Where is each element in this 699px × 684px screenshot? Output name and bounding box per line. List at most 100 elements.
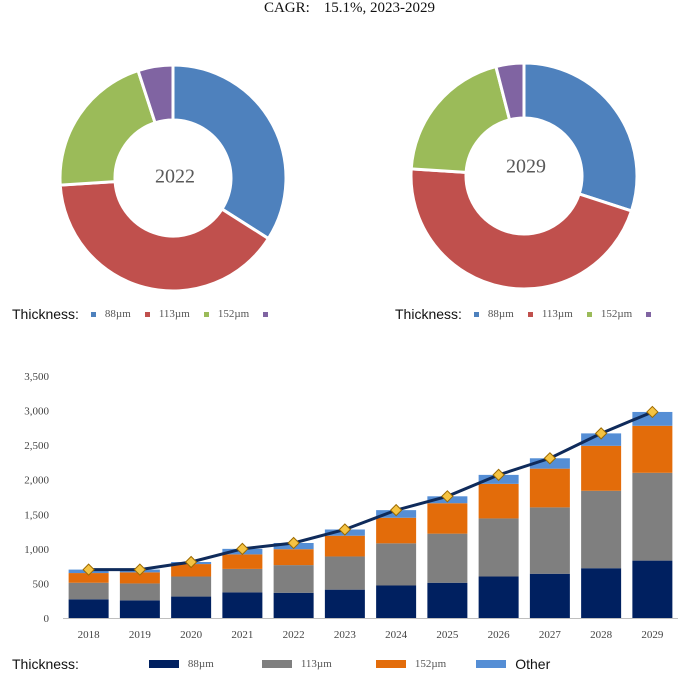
legend-label: Other <box>515 656 551 672</box>
bar-segment-113m-2021 <box>222 568 263 593</box>
legend-label: 113µm <box>158 308 190 320</box>
legend-item-88um: 88µm <box>90 308 131 320</box>
bar-segment-113m-2023 <box>324 556 365 590</box>
legend-top-right: Thickness: 88µm 113µm 152µm <box>395 306 674 322</box>
x-tick-label: 2024 <box>385 629 408 641</box>
legend-swatch <box>375 660 406 668</box>
bar-segment-88m-2027 <box>529 573 570 618</box>
bar-segment-113m-2028 <box>581 490 622 569</box>
total-marker-2025 <box>441 490 454 503</box>
total-marker-2019 <box>133 563 147 576</box>
legend-label: 152µm <box>600 308 633 320</box>
y-tick-label: 3,000 <box>24 406 49 418</box>
x-tick-label: 2028 <box>590 629 613 641</box>
stacked-bar-chart: 0 500 1,000 1,500 2,000 2,500 3,000 3,500 2018 2… <box>24 371 678 641</box>
y-tick-label: 500 <box>33 578 50 590</box>
legend-swatch <box>527 311 533 317</box>
y-tick-label: 1,000 <box>24 544 49 556</box>
bar-segment-88m-2021 <box>222 592 263 618</box>
bar-segment-88m-2022 <box>273 592 314 618</box>
bar-segment-113m-2019 <box>119 583 160 601</box>
cagr-label: CAGR: <box>263 0 310 16</box>
x-tick-label: 2019 <box>129 629 152 641</box>
y-tick-label: 2,000 <box>24 475 49 487</box>
legend-item-other: Other <box>476 656 550 672</box>
cagr-headline: CAGR: 15.1%, 2023-2029 <box>0 0 699 17</box>
total-marker-2029 <box>646 405 659 419</box>
x-tick-label: 2023 <box>334 629 357 641</box>
bar-segment-152m-2027 <box>529 468 570 508</box>
legend-item-88um: 88µm <box>148 658 214 670</box>
total-marker-2024 <box>389 503 403 517</box>
bar-segment-152m-2022 <box>273 549 314 566</box>
y-tick-label: 2,500 <box>24 440 49 452</box>
legend-item-152um: 152µm <box>203 308 250 320</box>
bar-segment-88m-2026 <box>478 576 519 618</box>
donut-center-label: 2022 <box>155 166 195 188</box>
donut-slice-other <box>494 61 526 122</box>
donut-slice-113m <box>409 167 634 291</box>
total-marker-2021 <box>236 542 249 556</box>
x-tick-label: 2025 <box>436 629 459 641</box>
x-tick-label: 2027 <box>539 629 562 641</box>
bar-segment-152m-2018 <box>68 573 109 583</box>
legend-label: 88µm <box>187 658 214 670</box>
x-tick-label: 2018 <box>78 629 101 641</box>
legend-item-152um: 152µm <box>586 308 633 320</box>
bar-segment-88m-2023 <box>324 589 365 618</box>
legend-swatch <box>646 311 652 317</box>
legend-swatch <box>263 311 269 317</box>
legend-top-left: Thickness: 88µm 113µm 152µm <box>12 306 291 322</box>
bar-segment-113m-2020 <box>171 576 212 597</box>
bar-segment-88m-2018 <box>68 599 109 618</box>
legend-label: 152µm <box>217 308 250 320</box>
legend-swatch <box>203 311 209 317</box>
legend-swatch <box>144 311 150 317</box>
legend-swatch <box>586 311 592 317</box>
x-tick-label: 2029 <box>641 629 664 641</box>
bar-segment-113m-2029 <box>632 472 673 561</box>
total-marker-2018 <box>82 563 95 576</box>
bar-segment-113m-2022 <box>273 565 314 593</box>
donut-slice-88m <box>522 61 639 213</box>
legend-bottom: Thickness: 88µm 113µm 152µm Other <box>12 656 550 672</box>
total-marker-2020 <box>184 555 198 569</box>
bar-segment-88m-2024 <box>376 585 417 618</box>
bar-segment-88m-2028 <box>581 568 622 618</box>
legend-label: 152µm <box>414 658 447 670</box>
bar-segment-152m-2023 <box>324 535 365 557</box>
bar-segment-152m-2019 <box>119 572 160 584</box>
x-tick-label: 2020 <box>180 629 203 641</box>
x-tick-label: 2021 <box>231 629 253 641</box>
legend-swatch <box>473 311 479 317</box>
legend-item-152um: 152µm <box>375 658 447 670</box>
legend-label: 113µm <box>300 658 332 670</box>
legend-item-other <box>646 311 660 317</box>
legend-swatch <box>90 311 96 317</box>
legend-title: Thickness: <box>12 656 79 672</box>
y-tick-label: 3,500 <box>24 371 49 383</box>
donut-slice-152m <box>58 68 157 187</box>
total-marker-2022 <box>287 536 300 550</box>
donut-chart-2029: 2029 <box>409 61 639 291</box>
donut-chart-2022: 2022 <box>58 63 288 293</box>
donut-center-label: 2029 <box>506 156 546 178</box>
legend-item-88um: 88µm <box>473 308 514 320</box>
legend-item-113um: 113µm <box>261 658 332 670</box>
donut-slice-152m <box>409 64 512 174</box>
bar-segment-113m-2026 <box>478 518 519 577</box>
legend-swatch <box>476 660 507 668</box>
y-tick-label: 1,500 <box>24 509 49 521</box>
cagr-value: 15.1%, 2023-2029 <box>323 0 436 16</box>
bar-segment-113m-2018 <box>68 582 109 600</box>
total-marker-2023 <box>338 523 352 536</box>
bar-segment-152m-2021 <box>222 554 263 569</box>
bar-segment-152m-2026 <box>478 483 519 519</box>
legend-item-113um: 113µm <box>527 308 573 320</box>
y-tick-label: 0 <box>44 613 50 625</box>
bar-segment-113m-2025 <box>427 533 468 583</box>
bar-segment-88m-2019 <box>119 600 160 618</box>
total-marker-2026 <box>492 468 505 482</box>
bar-segment-113m-2024 <box>376 543 417 586</box>
bar-segment-152m-2025 <box>427 503 468 534</box>
